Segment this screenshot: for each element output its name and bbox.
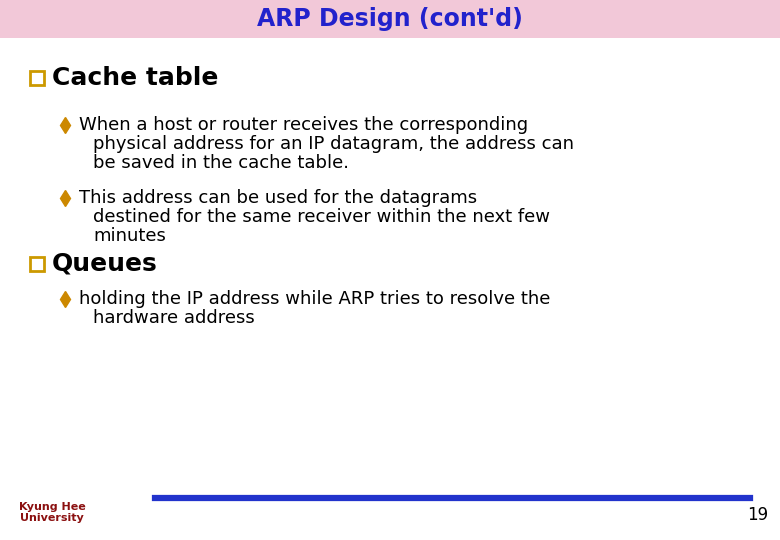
Text: be saved in the cache table.: be saved in the cache table. <box>93 154 349 172</box>
Text: ARP Design (cont'd): ARP Design (cont'd) <box>257 7 523 31</box>
FancyBboxPatch shape <box>30 71 44 85</box>
Text: physical address for an IP datagram, the address can: physical address for an IP datagram, the… <box>93 135 574 153</box>
Text: This address can be used for the datagrams: This address can be used for the datagra… <box>79 189 477 207</box>
Text: Cache table: Cache table <box>52 66 218 90</box>
Text: holding the IP address while ARP tries to resolve the: holding the IP address while ARP tries t… <box>79 290 551 308</box>
FancyBboxPatch shape <box>30 257 44 271</box>
Text: hardware address: hardware address <box>93 309 255 327</box>
Text: Kyung Hee: Kyung Hee <box>19 502 85 512</box>
Text: University: University <box>20 513 84 523</box>
FancyBboxPatch shape <box>0 0 780 38</box>
Text: minutes: minutes <box>93 227 166 245</box>
Text: Queues: Queues <box>52 252 158 276</box>
Text: When a host or router receives the corresponding: When a host or router receives the corre… <box>79 116 528 134</box>
Text: destined for the same receiver within the next few: destined for the same receiver within th… <box>93 208 550 226</box>
Text: 19: 19 <box>747 506 768 524</box>
